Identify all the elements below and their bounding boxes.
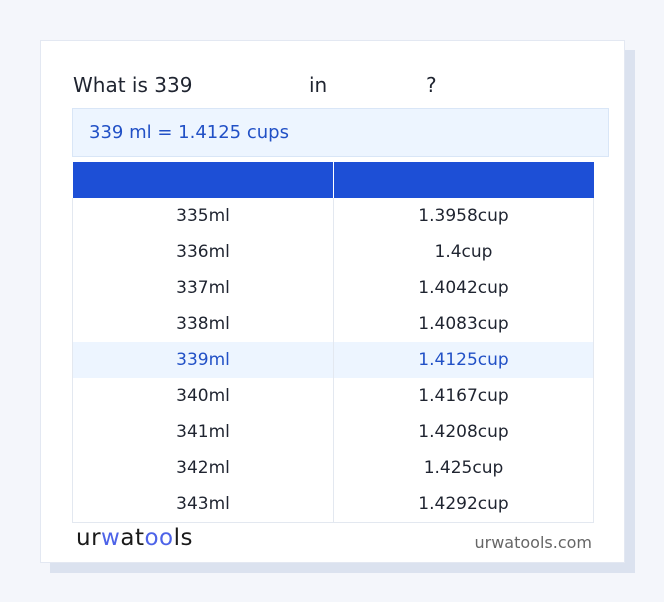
cup-cell: 1.425cup xyxy=(333,450,594,486)
ml-cell: 343ml xyxy=(72,486,334,523)
result-box: 339 ml = 1.4125 cups xyxy=(72,108,609,157)
cup-cell: 1.4083cup xyxy=(333,306,594,342)
ml-cell: 341ml xyxy=(72,414,334,450)
ml-cell: 338ml xyxy=(72,306,334,342)
cup-cell: 1.4042cup xyxy=(333,270,594,306)
ml-cell: 336ml xyxy=(72,234,334,270)
table-row: 342ml 1.425cup xyxy=(72,450,594,486)
header-ml xyxy=(72,162,334,198)
table-row: 337ml 1.4042cup xyxy=(72,270,594,306)
question-suffix: ? xyxy=(426,73,437,97)
conversion-table: 335ml 1.3958cup 336ml 1.4cup 337ml 1.4042cup 3… xyxy=(72,162,594,523)
site-link[interactable]: urwatools.com xyxy=(474,533,593,552)
ml-cell: 342ml xyxy=(72,450,334,486)
table-row: 335ml 1.3958cup xyxy=(72,198,594,234)
table-row: 338ml 1.4083cup xyxy=(72,306,594,342)
header-cup xyxy=(333,162,594,198)
ml-cell: 339ml xyxy=(72,342,334,378)
ml-cell: 335ml xyxy=(72,198,334,234)
ml-cell: 340ml xyxy=(72,378,334,414)
cup-cell: 1.4208cup xyxy=(333,414,594,450)
cup-cell: 1.4167cup xyxy=(333,378,594,414)
cup-cell: 1.3958cup xyxy=(333,198,594,234)
table-row: 340ml 1.4167cup xyxy=(72,378,594,414)
question-in: in xyxy=(309,73,328,97)
question-title: What is 339 in ? xyxy=(73,73,437,193)
urwatools-logo[interactable]: urwatools xyxy=(76,525,194,551)
table-row: 341ml 1.4208cup xyxy=(72,414,594,450)
table-row: 343ml 1.4292cup xyxy=(72,486,594,523)
question-prefix: What is 339 xyxy=(73,73,193,97)
cup-cell: 1.4292cup xyxy=(333,486,594,523)
converter-card: What is 339 in ? 339 ml = 1.4125 cups 33… xyxy=(40,40,625,563)
cup-cell: 1.4125cup xyxy=(333,342,594,378)
table-row: 336ml 1.4cup xyxy=(72,234,594,270)
ml-cell: 337ml xyxy=(72,270,334,306)
cup-cell: 1.4cup xyxy=(333,234,594,270)
table-row: 339ml 1.4125cup xyxy=(72,342,594,378)
